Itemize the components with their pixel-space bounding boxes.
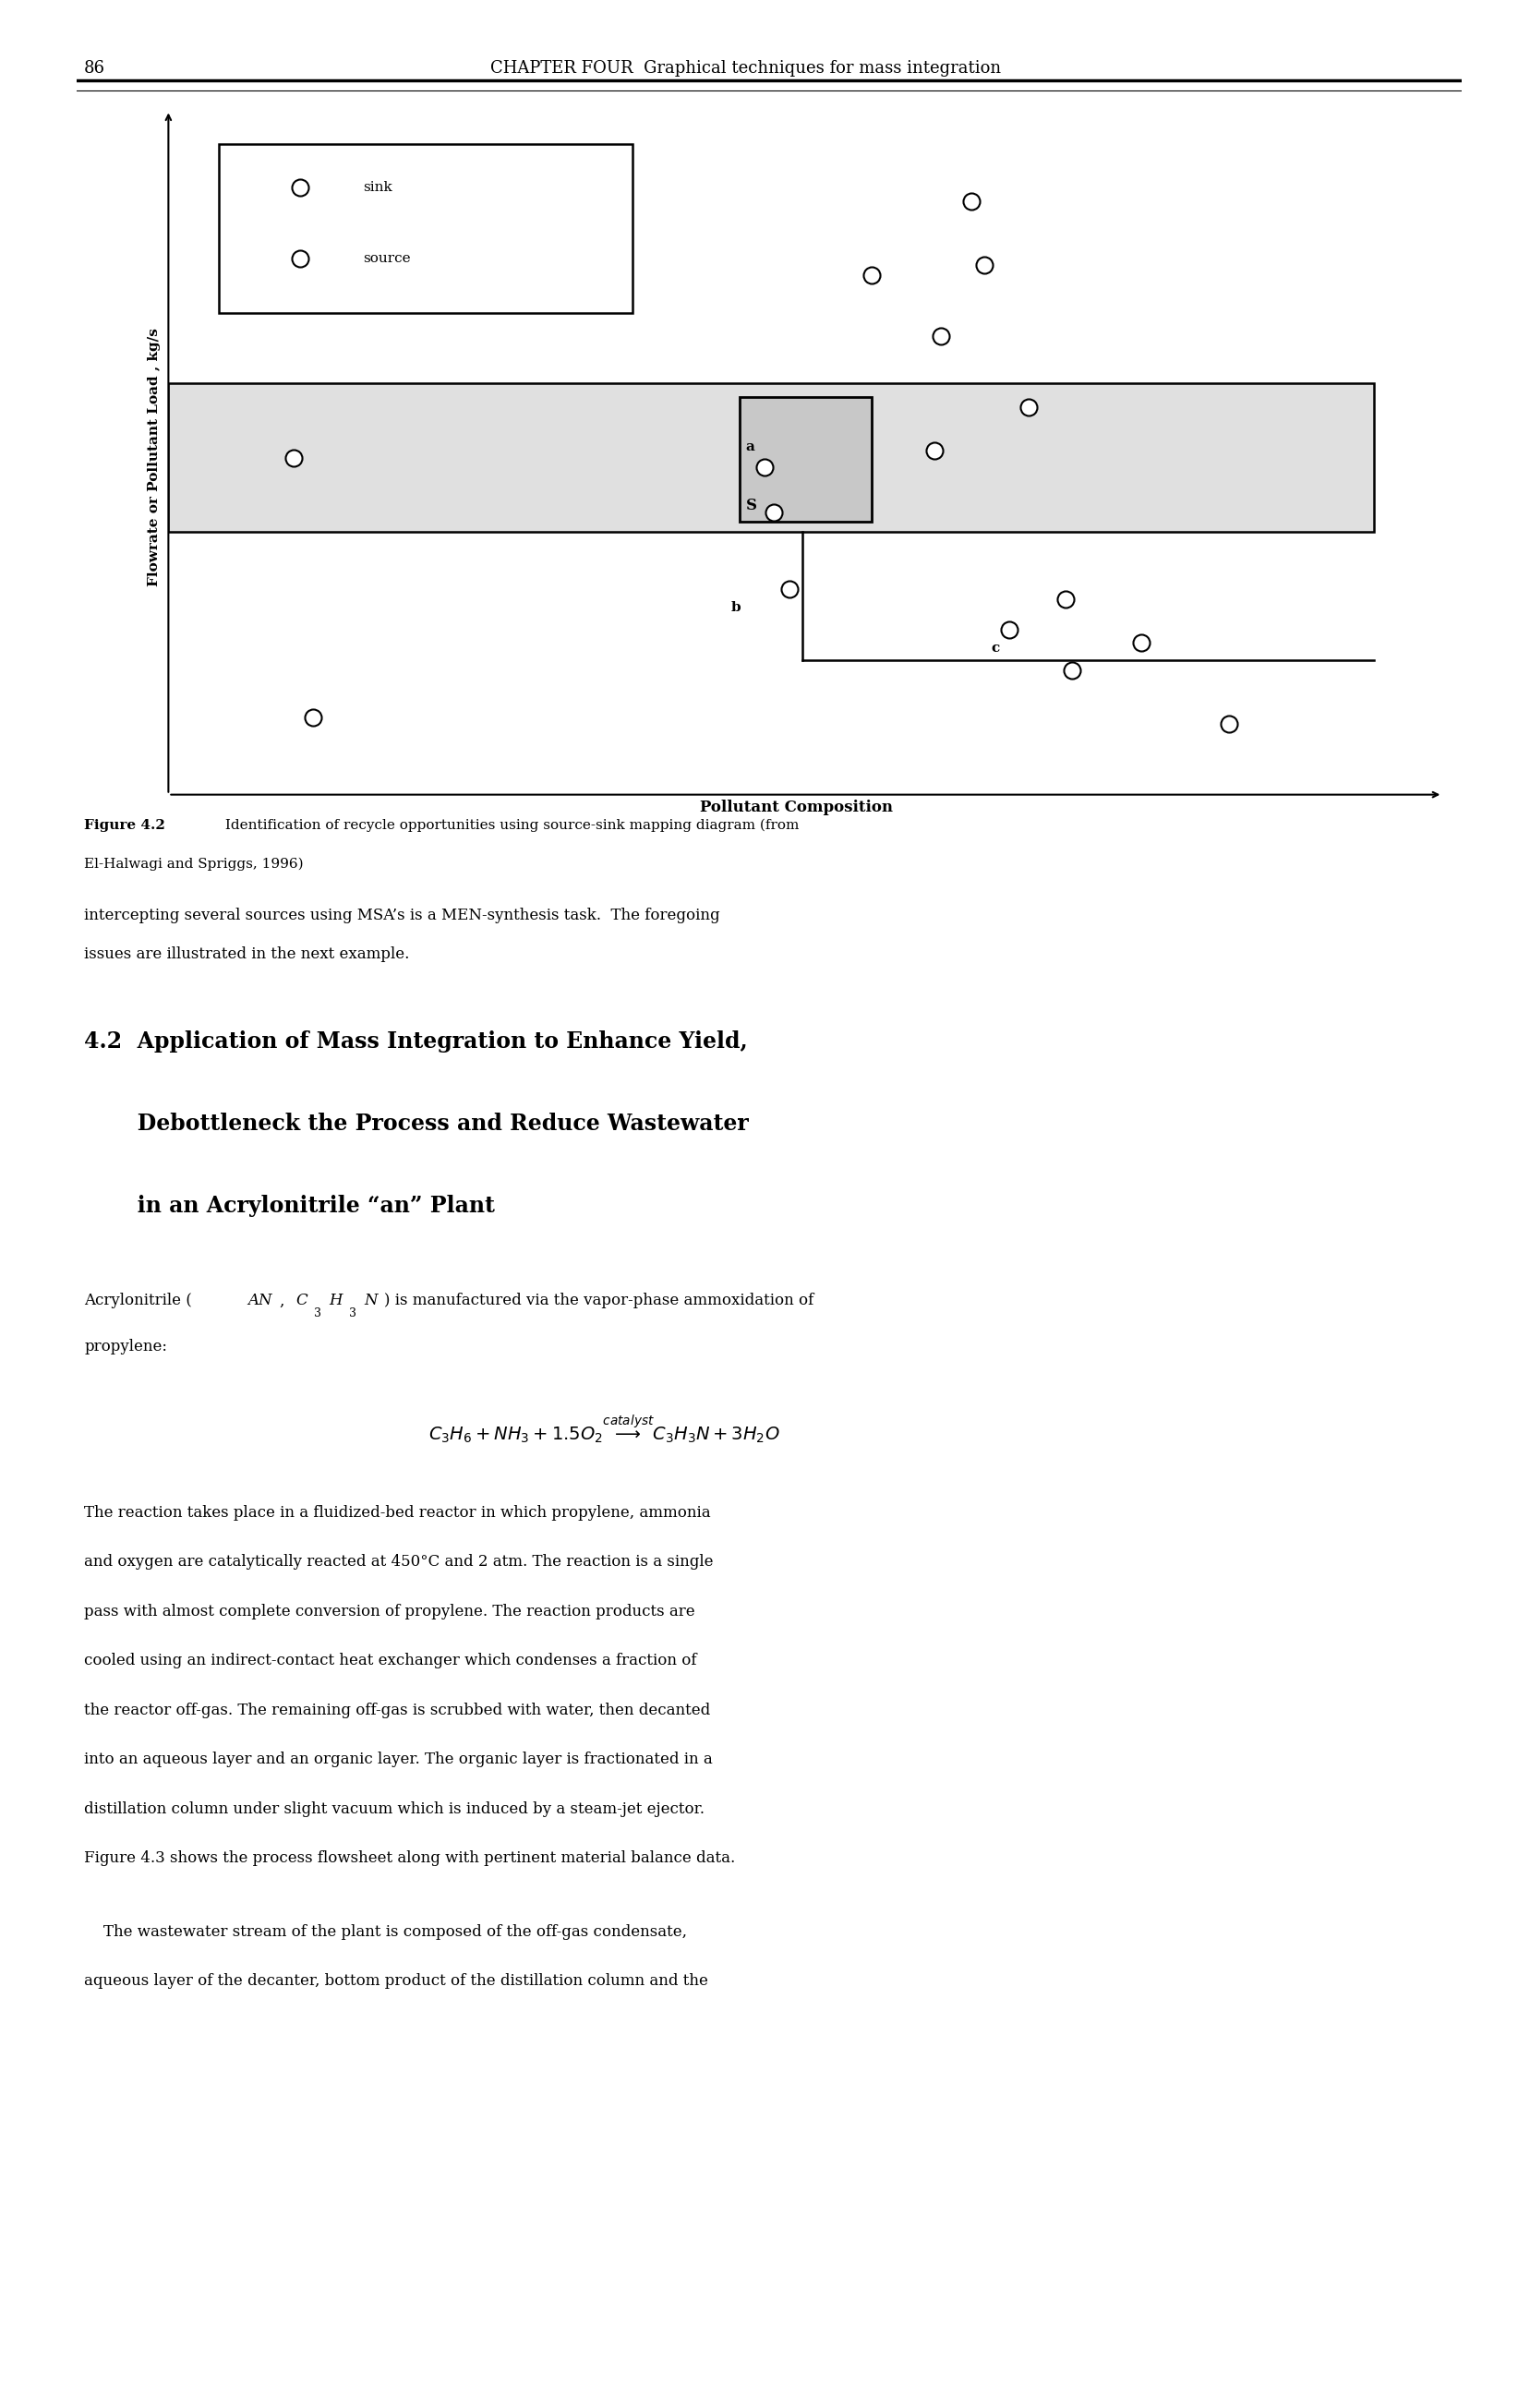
Text: CHAPTER FOUR  Graphical techniques for mass integration: CHAPTER FOUR Graphical techniques for ma… (490, 60, 1001, 77)
Text: Acrylonitrile (: Acrylonitrile ( (84, 1293, 191, 1310)
Text: cooled using an indirect-contact heat exchanger which condenses a fraction of: cooled using an indirect-contact heat ex… (84, 1652, 696, 1669)
Text: 86: 86 (84, 60, 106, 77)
Text: S: S (745, 498, 756, 513)
Text: El-Halwagi and Spriggs, 1996): El-Halwagi and Spriggs, 1996) (84, 857, 303, 872)
Text: and oxygen are catalytically reacted at 450°C and 2 atm. The reaction is a singl: and oxygen are catalytically reacted at … (84, 1556, 713, 1570)
Y-axis label: Flowrate or Pollutant Load , kg/s: Flowrate or Pollutant Load , kg/s (148, 327, 161, 588)
Text: source: source (363, 253, 410, 265)
Text: the reactor off-gas. The remaining off-gas is scrubbed with water, then decanted: the reactor off-gas. The remaining off-g… (84, 1702, 710, 1719)
Text: distillation column under slight vacuum which is induced by a steam-jet ejector.: distillation column under slight vacuum … (84, 1801, 704, 1818)
Text: b: b (730, 602, 741, 614)
Text: 3: 3 (314, 1308, 321, 1320)
Text: ,: , (280, 1293, 289, 1310)
Bar (168, 383, 1372, 532)
Text: 4.2  Application of Mass Integration to Enhance Yield,: 4.2 Application of Mass Integration to E… (84, 1031, 747, 1052)
Text: pass with almost complete conversion of propylene. The reaction products are: pass with almost complete conversion of … (84, 1604, 695, 1621)
Text: issues are illustrated in the next example.: issues are illustrated in the next examp… (84, 946, 410, 963)
Bar (219, 144, 632, 313)
Text: intercepting several sources using MSA’s is a MEN-synthesis task.  The foregoing: intercepting several sources using MSA’s… (84, 908, 719, 925)
Text: Figure 4.3 shows the process flowsheet along with pertinent material balance dat: Figure 4.3 shows the process flowsheet a… (84, 1849, 734, 1866)
Text: in an Acrylonitrile “an” Plant: in an Acrylonitrile “an” Plant (84, 1194, 494, 1216)
Text: The reaction takes place in a fluidized-bed reactor in which propylene, ammonia: The reaction takes place in a fluidized-… (84, 1505, 710, 1522)
Bar (739, 397, 871, 523)
Text: sink: sink (363, 181, 392, 195)
Text: The wastewater stream of the plant is composed of the off-gas condensate,: The wastewater stream of the plant is co… (84, 1924, 687, 1941)
Text: Identification of recycle opportunities using source-sink mapping diagram (from: Identification of recycle opportunities … (220, 819, 799, 833)
Text: 3: 3 (349, 1308, 356, 1320)
Text: Figure 4.2: Figure 4.2 (84, 819, 165, 831)
Text: a: a (745, 441, 754, 453)
X-axis label: Pollutant Composition: Pollutant Composition (699, 799, 892, 816)
Text: AN: AN (248, 1293, 272, 1310)
Text: c: c (990, 641, 999, 655)
Text: ) is manufactured via the vapor-phase ammoxidation of: ) is manufactured via the vapor-phase am… (384, 1293, 814, 1310)
Text: into an aqueous layer and an organic layer. The organic layer is fractionated in: into an aqueous layer and an organic lay… (84, 1753, 713, 1767)
Text: H: H (329, 1293, 343, 1310)
Text: C: C (295, 1293, 308, 1310)
Text: propylene:: propylene: (84, 1339, 167, 1356)
Text: Debottleneck the Process and Reduce Wastewater: Debottleneck the Process and Reduce Wast… (84, 1112, 748, 1134)
Text: aqueous layer of the decanter, bottom product of the distillation column and the: aqueous layer of the decanter, bottom pr… (84, 1975, 708, 1989)
Text: $C_3H_6 + NH_3 + 1.5O_2 \overset{catalyst}{\longrightarrow} C_3H_3N + 3H_2O$: $C_3H_6 + NH_3 + 1.5O_2 \overset{catalys… (428, 1413, 780, 1447)
Text: N: N (364, 1293, 378, 1310)
